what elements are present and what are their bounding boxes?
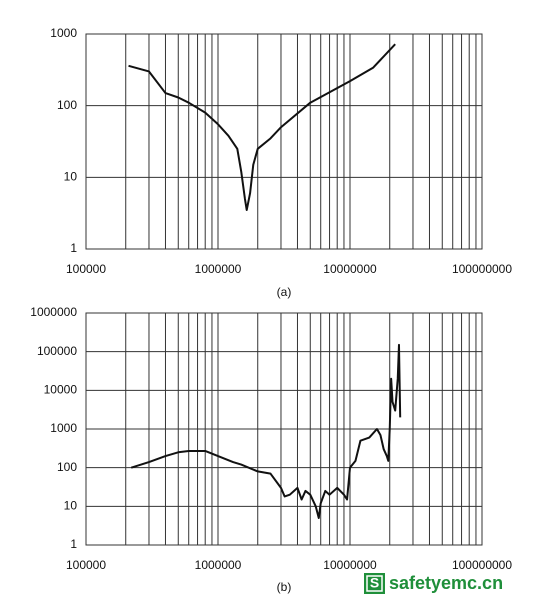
caption: (b) (277, 580, 292, 594)
caption: (a) (277, 285, 292, 299)
x-tick-label: 100000000 (452, 262, 512, 276)
plot-frame (85, 312, 483, 546)
y-tick-label: 10 (64, 499, 78, 513)
y-tick-label: 100 (57, 460, 77, 474)
x-tick-label: 100000 (66, 262, 106, 276)
x-tick-label: 1000000 (195, 262, 242, 276)
x-tick-label: 100000000 (452, 558, 512, 572)
watermark: safetyemc.cn (389, 573, 503, 593)
x-tick-label: 10000000 (323, 262, 377, 276)
logo-box (364, 573, 385, 594)
y-tick-label: 100000 (37, 344, 77, 358)
y-tick-label: 10000 (44, 383, 78, 397)
x-tick-label: 1000000 (195, 558, 242, 572)
y-tick-label: 1 (70, 241, 77, 255)
x-tick-label: 10000000 (323, 558, 377, 572)
data-line (128, 43, 396, 212)
logo-frame (366, 575, 383, 592)
y-tick-label: 10 (64, 170, 78, 184)
y-tick-label: 1 (70, 537, 77, 551)
y-tick-label: 1000 (50, 421, 77, 435)
y-tick-label: 1000000 (30, 305, 77, 319)
plot-frame (85, 33, 483, 250)
y-tick-label: 1000 (50, 26, 77, 40)
logo-icon: S (370, 575, 379, 591)
y-tick-label: 100 (57, 98, 77, 112)
x-tick-label: 100000 (66, 558, 106, 572)
data-line (130, 343, 402, 519)
